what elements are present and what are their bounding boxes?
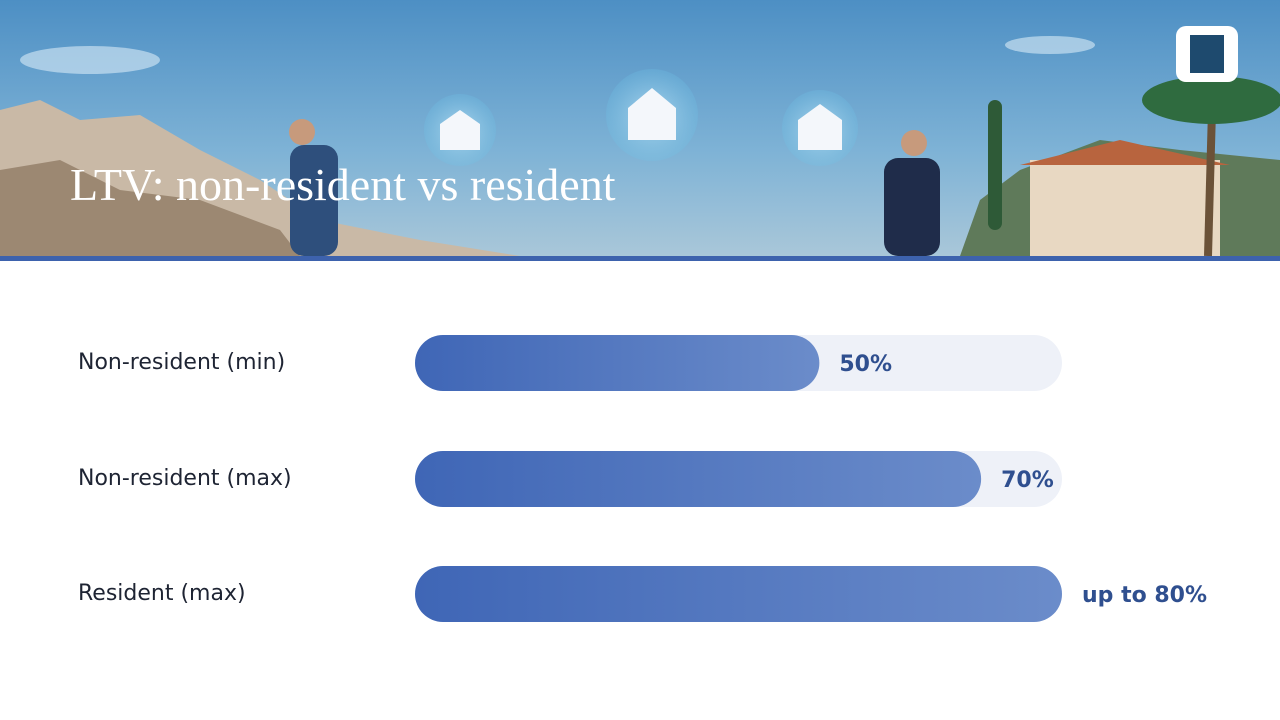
bar bbox=[415, 335, 820, 391]
value-label: 70% bbox=[1001, 468, 1054, 493]
logo bbox=[1176, 26, 1238, 82]
bar bbox=[415, 566, 1062, 622]
slide-title: LTV: non-resident vs resident bbox=[70, 159, 616, 210]
value-label: up to 80% bbox=[1082, 583, 1207, 608]
category-label: Non-resident (min) bbox=[78, 350, 285, 375]
category-label: Non-resident (max) bbox=[78, 466, 292, 491]
header-illustration bbox=[0, 0, 1280, 261]
bar bbox=[415, 451, 982, 507]
value-label: 50% bbox=[839, 352, 892, 377]
category-label: Resident (max) bbox=[78, 581, 246, 606]
